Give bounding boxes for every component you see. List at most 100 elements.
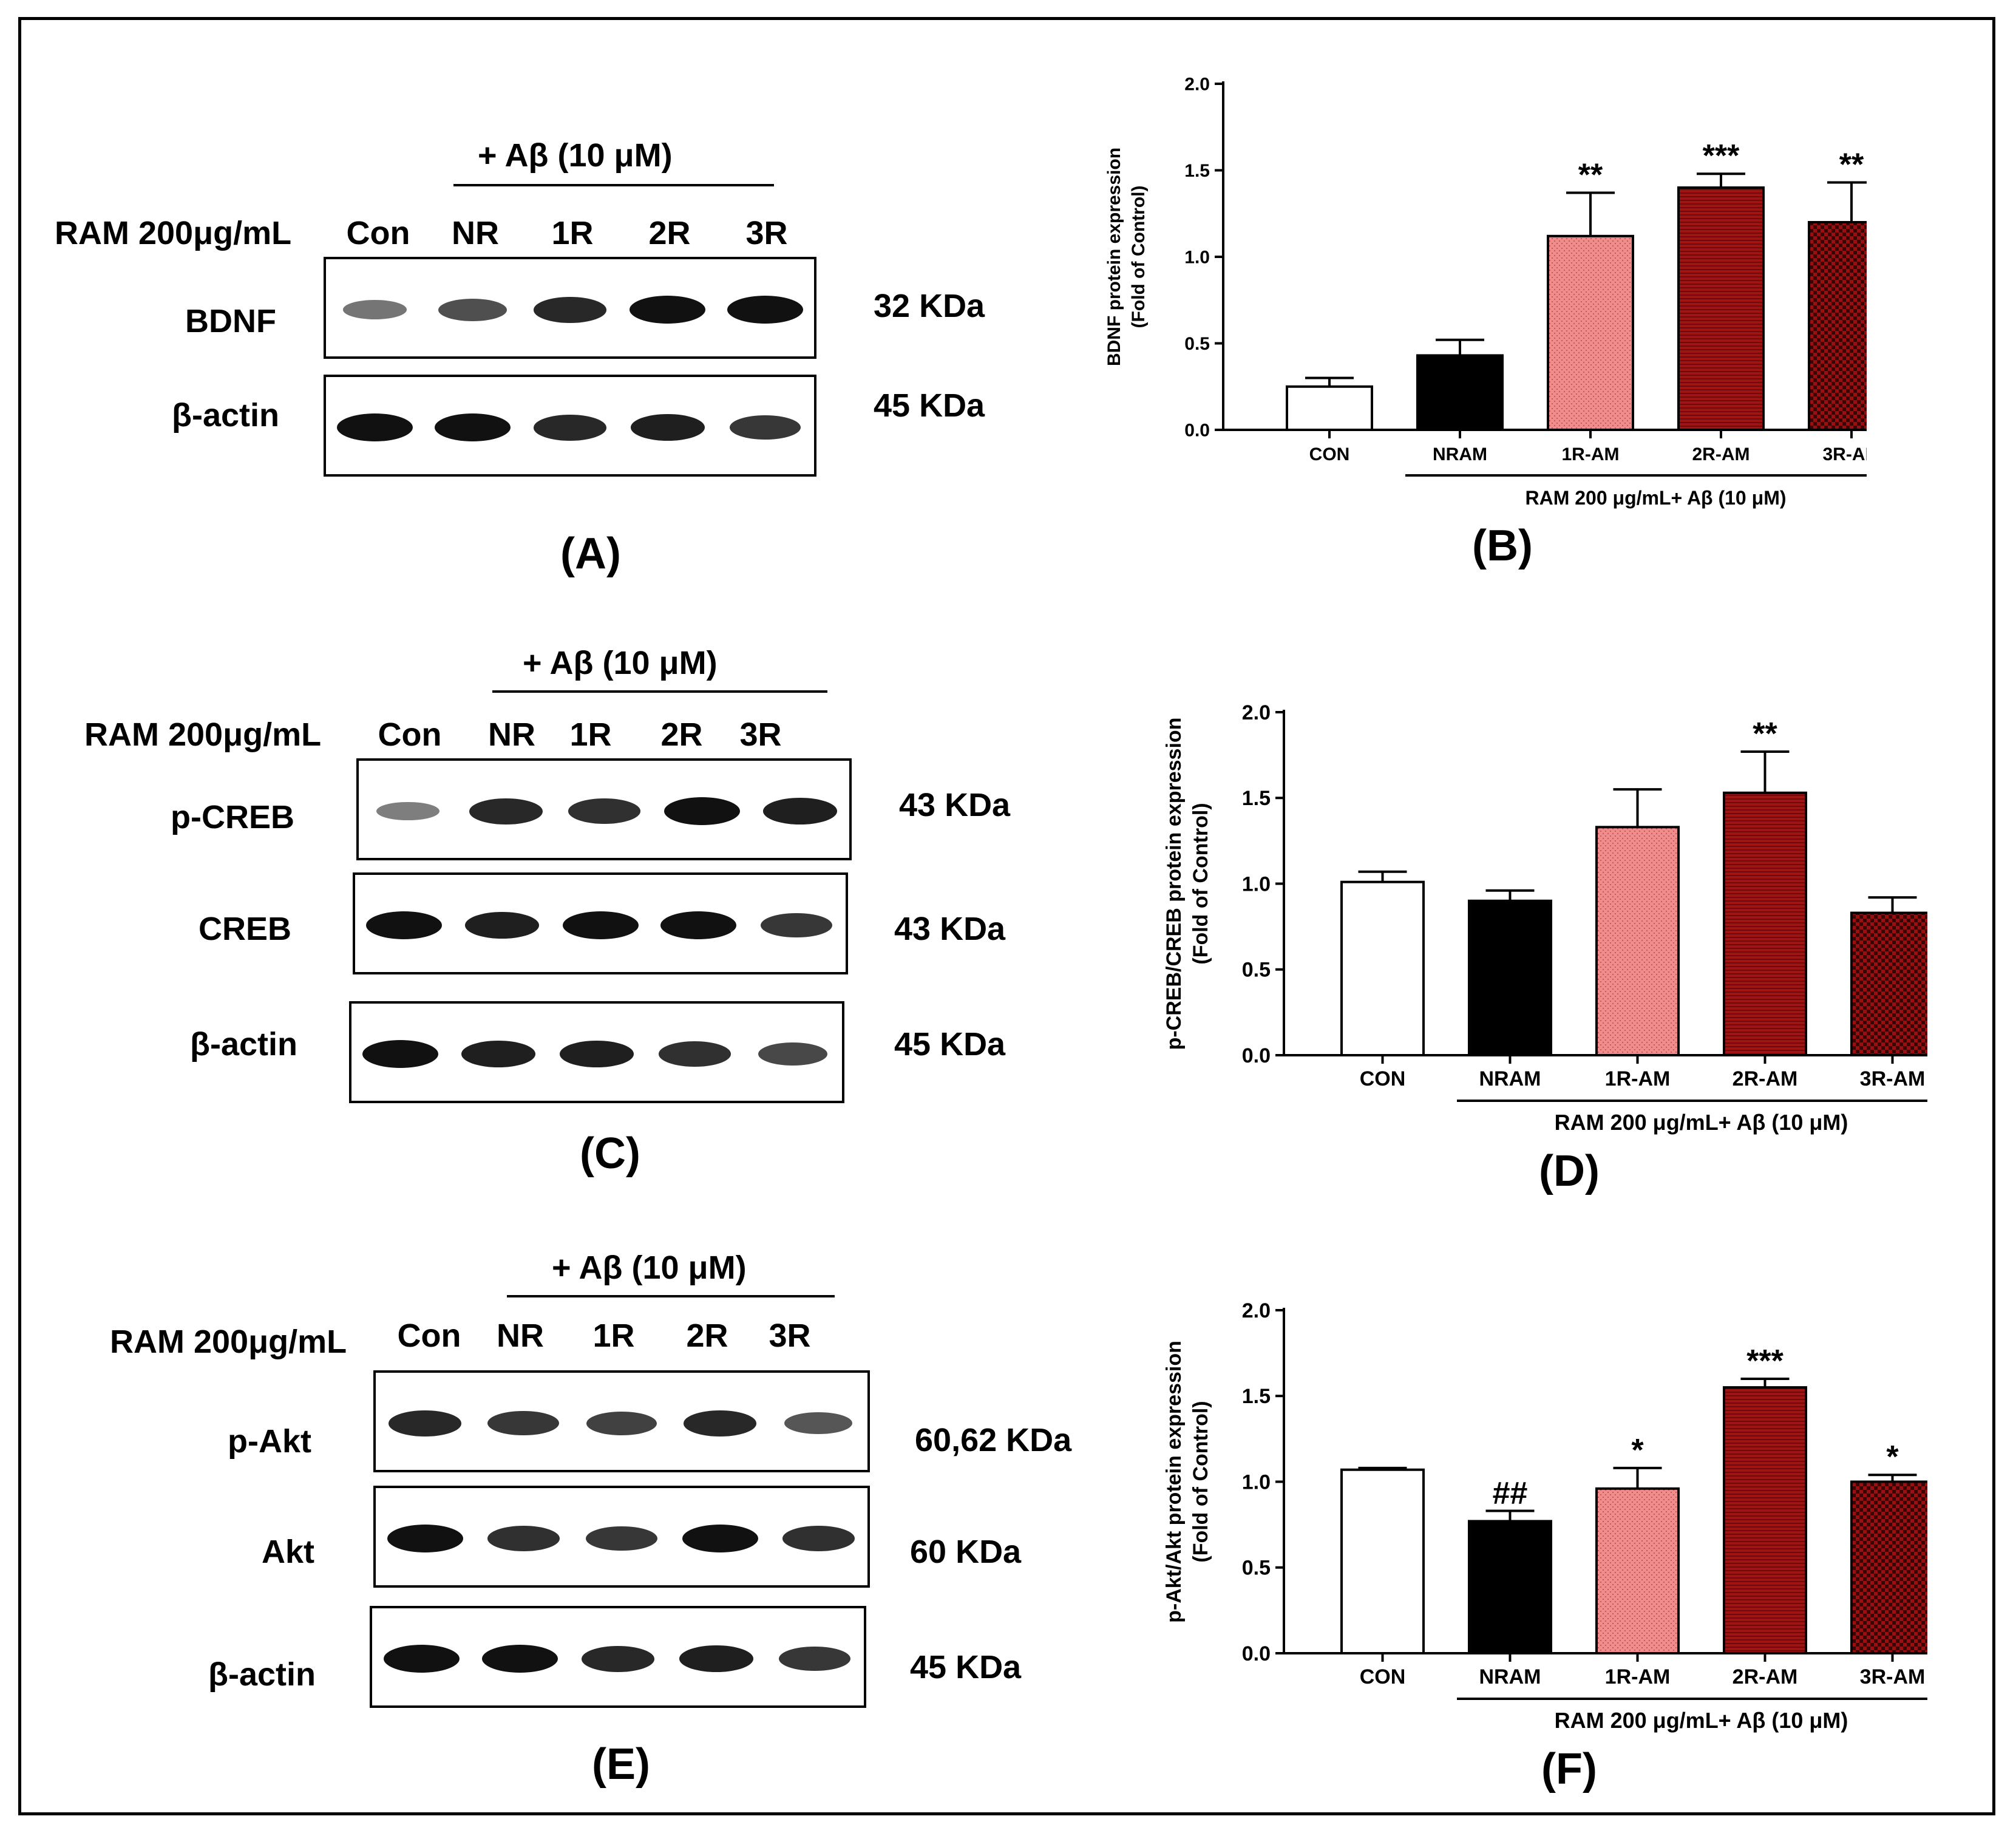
y-tick-label: 2.0 [1242, 701, 1271, 724]
blot-band [779, 1646, 850, 1671]
protein-label: β-actin [208, 1656, 316, 1693]
lane-label: 3R [769, 1318, 811, 1354]
treatment-label: + Aβ (10 μM) [552, 1250, 747, 1286]
x-tick-label: NRAM [1479, 1665, 1541, 1688]
lane-label: NR [452, 215, 499, 251]
blot-band [342, 300, 407, 320]
blot-strip [370, 1606, 866, 1708]
blot-band [761, 913, 832, 938]
y-tick-label: 2.0 [1184, 75, 1210, 95]
blot-band [434, 413, 511, 442]
blot-band [659, 1041, 731, 1067]
blot-band [679, 1645, 753, 1673]
x-tick-label: 2R-AM [1692, 444, 1750, 464]
protein-label: β-actin [190, 1026, 297, 1062]
significance-label: ** [1753, 716, 1777, 752]
lane-label: 1R [592, 1318, 635, 1354]
x-tick-label: NRAM [1479, 1067, 1541, 1090]
bar [1850, 911, 1927, 1056]
y-tick-label: 1.5 [1242, 1385, 1271, 1408]
blot-band [568, 798, 640, 824]
x-tick-label: CON [1360, 1665, 1406, 1688]
y-tick-label: 0.5 [1184, 334, 1210, 354]
x-tick-label: CON [1360, 1067, 1406, 1090]
bar [1723, 791, 1807, 1056]
significance-label: ## [1493, 1476, 1528, 1511]
ram-label: RAM 200μg/mL [55, 215, 292, 251]
bar [1416, 354, 1504, 432]
blot-band [487, 1410, 559, 1436]
lane-label: 2R [648, 215, 691, 251]
lane-label: Con [378, 716, 442, 753]
y-axis-label: BDNF protein expression [1104, 148, 1124, 366]
blot-band [586, 1526, 657, 1551]
panel-label: (C) [580, 1129, 640, 1178]
blot-strip [349, 1001, 844, 1103]
blot-band [758, 1042, 828, 1066]
bar [1850, 1480, 1927, 1654]
lane-label: 1R [569, 716, 612, 753]
protein-label: β-actin [172, 397, 279, 433]
kda-label: 45 KDa [894, 1026, 1006, 1062]
blot-band [362, 1040, 439, 1069]
kda-label: 45 KDa [874, 387, 985, 424]
y-tick-label: 0.5 [1242, 1557, 1271, 1580]
x-tick-label: 3R-AM [1823, 444, 1867, 464]
kda-label: 60 KDa [910, 1534, 1022, 1570]
y-tick-label: 1.0 [1242, 872, 1271, 896]
ram-label: RAM 200μg/mL [110, 1324, 347, 1360]
significance-label: * [1886, 1440, 1899, 1475]
bar [1547, 234, 1634, 431]
x-tick-label: CON [1309, 444, 1350, 464]
blot-band [461, 1041, 536, 1068]
blot-band [465, 912, 540, 939]
blot-band [581, 1645, 655, 1672]
blot-band [366, 911, 443, 940]
treatment-line [492, 690, 827, 693]
blot-strip [353, 872, 848, 974]
lane-label: NR [488, 716, 535, 753]
y-tick-label: 0.0 [1184, 421, 1210, 441]
x-tick-label: 1R-AM [1605, 1665, 1671, 1688]
blot-band [683, 1410, 757, 1436]
blot-band [630, 296, 706, 324]
y-axis-label: p-CREB/CREB protein expression [1162, 718, 1186, 1050]
lane-label: 2R [660, 716, 703, 753]
blot-band [533, 414, 607, 441]
y-axis-label: (Fold of Control) [1128, 186, 1149, 328]
blot-band [560, 1041, 634, 1068]
blot-band [630, 414, 705, 441]
kda-label: 43 KDa [894, 911, 1006, 947]
protein-label: p-CREB [171, 799, 294, 835]
blot-band [376, 801, 440, 821]
blot-strip [373, 1486, 870, 1588]
y-tick-label: 1.0 [1184, 248, 1210, 268]
lane-label: 3R [739, 716, 782, 753]
panel-label: (B) [1472, 522, 1533, 570]
x-tick-label: 1R-AM [1562, 444, 1620, 464]
protein-label: BDNF [185, 303, 276, 339]
blot-band [438, 298, 507, 321]
x-tick-label: 2R-AM [1733, 1067, 1798, 1090]
y-tick-label: 0.0 [1242, 1044, 1271, 1067]
bar [1595, 826, 1680, 1056]
y-axis-label: p-Akt/Akt protein expression [1162, 1341, 1186, 1623]
blot-band [487, 1526, 560, 1551]
blot-band [336, 413, 413, 442]
protein-label: Akt [262, 1534, 315, 1570]
x-tick-label: 1R-AM [1605, 1067, 1671, 1090]
panel-label: (A) [560, 529, 621, 578]
protein-label: p-Akt [228, 1423, 311, 1460]
blot-band [387, 1525, 463, 1553]
bar-chart-f: 0.0 0.5 1.0 1.5 2.0 p-Akt/Akt protein express… [1162, 1299, 1927, 1793]
significance-label: ** [1578, 158, 1603, 193]
blot-band [388, 1410, 462, 1436]
blot-band [729, 415, 801, 440]
blot-strip [324, 375, 816, 477]
y-tick-label: 1.5 [1184, 161, 1210, 181]
panel-label: (E) [592, 1740, 650, 1789]
blot-band [481, 1645, 558, 1673]
treatment-line [453, 184, 774, 186]
bar-chart-d: 0.0 0.5 1.0 1.5 2.0 p-CREB/CREB protein expre… [1162, 701, 1927, 1195]
kda-label: 45 KDa [910, 1649, 1022, 1685]
